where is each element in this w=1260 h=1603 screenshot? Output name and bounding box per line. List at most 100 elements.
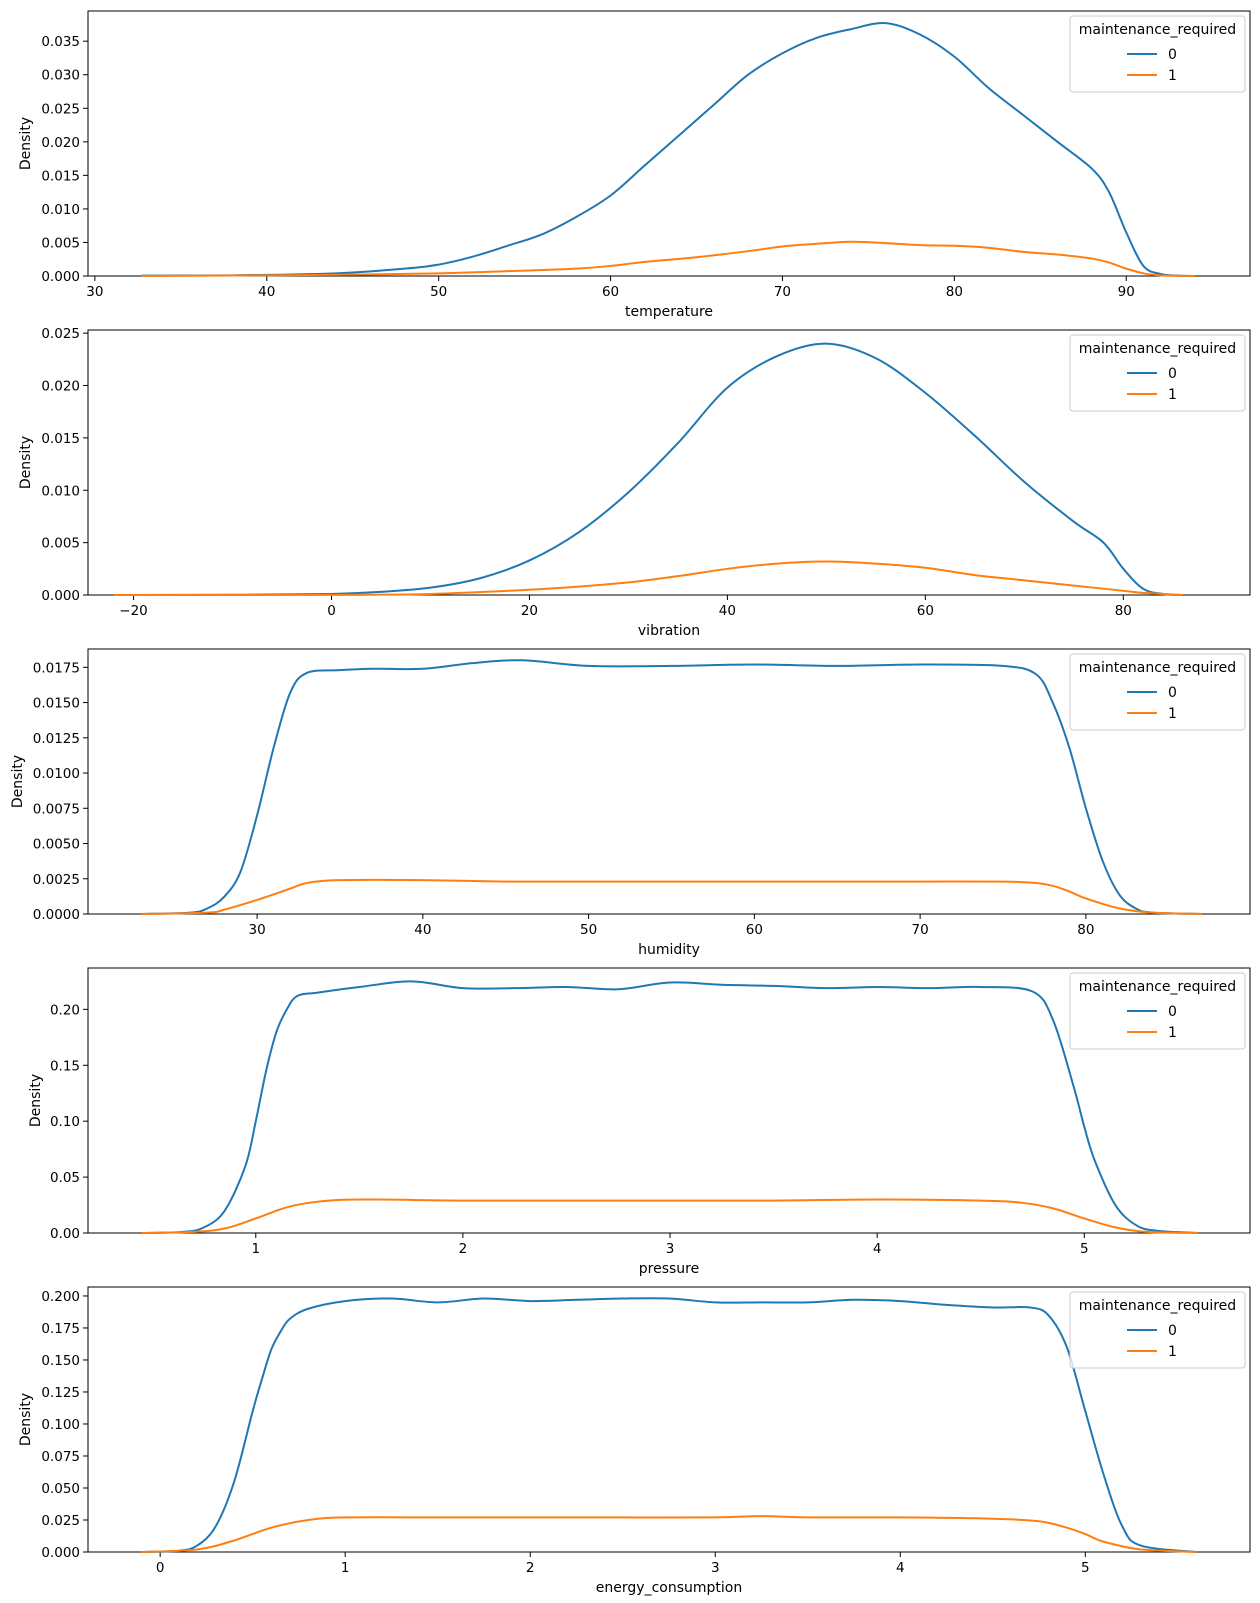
- x-axis-label: pressure: [639, 1261, 699, 1277]
- series-line-0: [141, 980, 1199, 1234]
- y-tick-label: 0.05: [50, 1170, 80, 1186]
- y-tick-label: 0.100: [41, 1417, 80, 1433]
- x-axis-label: vibration: [638, 623, 700, 639]
- x-tick-label: 0: [327, 603, 336, 619]
- y-tick-label: 0.10: [50, 1114, 80, 1130]
- legend-entry-0: 0: [1168, 685, 1177, 701]
- x-tick-label: 50: [430, 284, 447, 300]
- y-tick-label: 0.0175: [33, 660, 80, 676]
- y-tick-label: 0.20: [50, 1002, 80, 1018]
- x-tick-label: 40: [719, 603, 736, 619]
- x-tick-label: 3: [711, 1560, 720, 1576]
- legend-title: maintenance_required: [1079, 22, 1236, 38]
- series-line-0: [141, 659, 1202, 915]
- y-tick-label: 0.010: [41, 202, 80, 218]
- y-tick-label: 0.00: [50, 1226, 80, 1242]
- y-tick-label: 0.0050: [33, 837, 80, 853]
- plot-frame: [87, 648, 1251, 915]
- y-tick-label: 0.075: [41, 1449, 80, 1465]
- y-tick-label: 0.200: [41, 1289, 80, 1305]
- x-tick-label: 0: [156, 1560, 165, 1576]
- x-tick-label: 20: [521, 603, 538, 619]
- x-tick-label: 1: [251, 1241, 260, 1257]
- subplot-vibration: −20 0 20 40 60 80 0.000 0.005 0.010 0.015 0.020 0.0…: [18, 326, 1251, 639]
- y-tick-label: 0.125: [41, 1385, 80, 1401]
- x-tick-label: 50: [580, 922, 597, 938]
- legend: maintenance_required 0 1: [1069, 334, 1246, 412]
- legend: maintenance_required 0 1: [1069, 972, 1246, 1050]
- y-tick-label: 0.025: [41, 101, 80, 117]
- x-tick-label: 80: [1115, 603, 1132, 619]
- y-tick-label: 0.175: [41, 1321, 80, 1337]
- y-tick-label: 0.020: [41, 379, 80, 395]
- x-tick-label: 2: [526, 1560, 535, 1576]
- y-axis-label: Density: [18, 436, 34, 489]
- x-tick-label: 60: [917, 603, 934, 619]
- y-tick-label: 0.15: [50, 1058, 80, 1074]
- series-line-1: [141, 878, 1202, 915]
- x-tick-label: 70: [774, 284, 791, 300]
- x-tick-label: 30: [248, 922, 265, 938]
- series-line-1: [141, 1515, 1197, 1553]
- legend-entry-0: 0: [1168, 47, 1177, 63]
- legend: maintenance_required 0 1: [1069, 653, 1246, 731]
- x-tick-label: 40: [258, 284, 275, 300]
- plot-frame: [87, 967, 1251, 1234]
- legend: maintenance_required 0 1: [1069, 15, 1246, 93]
- legend-title: maintenance_required: [1079, 660, 1236, 676]
- legend-title: maintenance_required: [1079, 979, 1236, 995]
- legend-title: maintenance_required: [1079, 341, 1236, 357]
- y-tick-label: 0.010: [41, 483, 80, 499]
- legend-box: [1069, 15, 1246, 93]
- y-tick-label: 0.000: [41, 1545, 80, 1561]
- x-tick-label: 2: [459, 1241, 468, 1257]
- series-line-1: [141, 1198, 1199, 1234]
- x-tick-label: 70: [912, 922, 929, 938]
- y-axis-label: Density: [18, 117, 34, 170]
- y-tick-label: 0.005: [41, 235, 80, 251]
- y-axis-label: Density: [10, 755, 26, 808]
- series-line-0: [141, 1297, 1197, 1553]
- y-tick-label: 0.025: [41, 326, 80, 342]
- x-tick-label: 5: [1081, 1560, 1090, 1576]
- x-tick-label: 4: [896, 1560, 905, 1576]
- y-tick-label: 0.005: [41, 536, 80, 552]
- x-tick-label: −20: [119, 603, 148, 619]
- legend-title: maintenance_required: [1079, 1298, 1236, 1314]
- y-tick-label: 0.000: [41, 269, 80, 285]
- legend-box: [1069, 653, 1246, 731]
- x-axis-label: energy_consumption: [596, 1580, 742, 1596]
- y-tick-label: 0.0150: [33, 696, 80, 712]
- y-tick-label: 0.0075: [33, 801, 80, 817]
- y-tick-label: 0.020: [41, 135, 80, 151]
- series-line-1: [113, 560, 1183, 596]
- subplot-energy_consumption: 0 1 2 3 4 5 0.000 0.025 0.050 0.075 0.100 0.125 0.15…: [18, 1286, 1251, 1596]
- y-tick-label: 0.0000: [33, 907, 80, 923]
- x-tick-label: 80: [1077, 922, 1094, 938]
- x-tick-label: 60: [602, 284, 619, 300]
- y-tick-label: 0.015: [41, 168, 80, 184]
- y-tick-label: 0.030: [41, 68, 80, 84]
- legend-entry-1: 1: [1168, 706, 1177, 722]
- x-tick-label: 30: [86, 284, 103, 300]
- x-tick-label: 40: [414, 922, 431, 938]
- subplot-pressure: 1 2 3 4 5 0.00 0.05 0.10 0.15 0.20 pressure Density…: [28, 967, 1251, 1277]
- x-tick-label: 90: [1118, 284, 1135, 300]
- x-axis-label: temperature: [625, 304, 713, 320]
- x-tick-label: 5: [1080, 1241, 1089, 1257]
- legend-entry-1: 1: [1168, 68, 1177, 84]
- y-tick-label: 0.0100: [33, 766, 80, 782]
- x-axis-label: humidity: [638, 942, 700, 958]
- x-tick-label: 60: [746, 922, 763, 938]
- legend-box: [1069, 1291, 1246, 1369]
- legend-entry-1: 1: [1168, 387, 1177, 403]
- legend-entry-0: 0: [1168, 1004, 1177, 1020]
- legend-entry-0: 0: [1168, 1323, 1177, 1339]
- subplot-humidity: 30 40 50 60 70 80 0.0000 0.0025 0.0050 0.0075 0.01…: [10, 648, 1251, 958]
- x-tick-label: 4: [873, 1241, 882, 1257]
- y-tick-label: 0.150: [41, 1353, 80, 1369]
- y-tick-label: 0.025: [41, 1513, 80, 1529]
- legend-box: [1069, 972, 1246, 1050]
- legend: maintenance_required 0 1: [1069, 1291, 1246, 1369]
